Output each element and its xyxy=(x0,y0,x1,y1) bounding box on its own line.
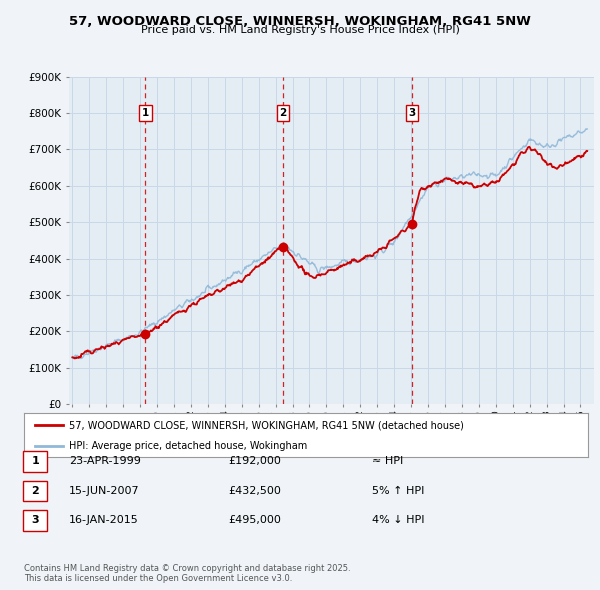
Text: 5% ↑ HPI: 5% ↑ HPI xyxy=(372,486,424,496)
Text: HPI: Average price, detached house, Wokingham: HPI: Average price, detached house, Woki… xyxy=(69,441,307,451)
Text: 1: 1 xyxy=(142,108,149,118)
Text: 15-JUN-2007: 15-JUN-2007 xyxy=(69,486,140,496)
Text: 2: 2 xyxy=(280,108,287,118)
Text: 3: 3 xyxy=(32,516,39,525)
Text: £192,000: £192,000 xyxy=(228,457,281,466)
Text: 1: 1 xyxy=(32,457,39,466)
Text: 2: 2 xyxy=(32,486,39,496)
Text: £495,000: £495,000 xyxy=(228,516,281,525)
Text: 23-APR-1999: 23-APR-1999 xyxy=(69,457,141,466)
Text: ≈ HPI: ≈ HPI xyxy=(372,457,403,466)
Text: Price paid vs. HM Land Registry's House Price Index (HPI): Price paid vs. HM Land Registry's House … xyxy=(140,25,460,35)
Text: 16-JAN-2015: 16-JAN-2015 xyxy=(69,516,139,525)
Text: 57, WOODWARD CLOSE, WINNERSH, WOKINGHAM, RG41 5NW: 57, WOODWARD CLOSE, WINNERSH, WOKINGHAM,… xyxy=(69,15,531,28)
Text: 3: 3 xyxy=(408,108,415,118)
Text: This data is licensed under the Open Government Licence v3.0.: This data is licensed under the Open Gov… xyxy=(24,574,292,583)
Text: £432,500: £432,500 xyxy=(228,486,281,496)
Text: 57, WOODWARD CLOSE, WINNERSH, WOKINGHAM, RG41 5NW (detached house): 57, WOODWARD CLOSE, WINNERSH, WOKINGHAM,… xyxy=(69,421,464,430)
Text: Contains HM Land Registry data © Crown copyright and database right 2025.: Contains HM Land Registry data © Crown c… xyxy=(24,565,350,573)
Text: 4% ↓ HPI: 4% ↓ HPI xyxy=(372,516,425,525)
